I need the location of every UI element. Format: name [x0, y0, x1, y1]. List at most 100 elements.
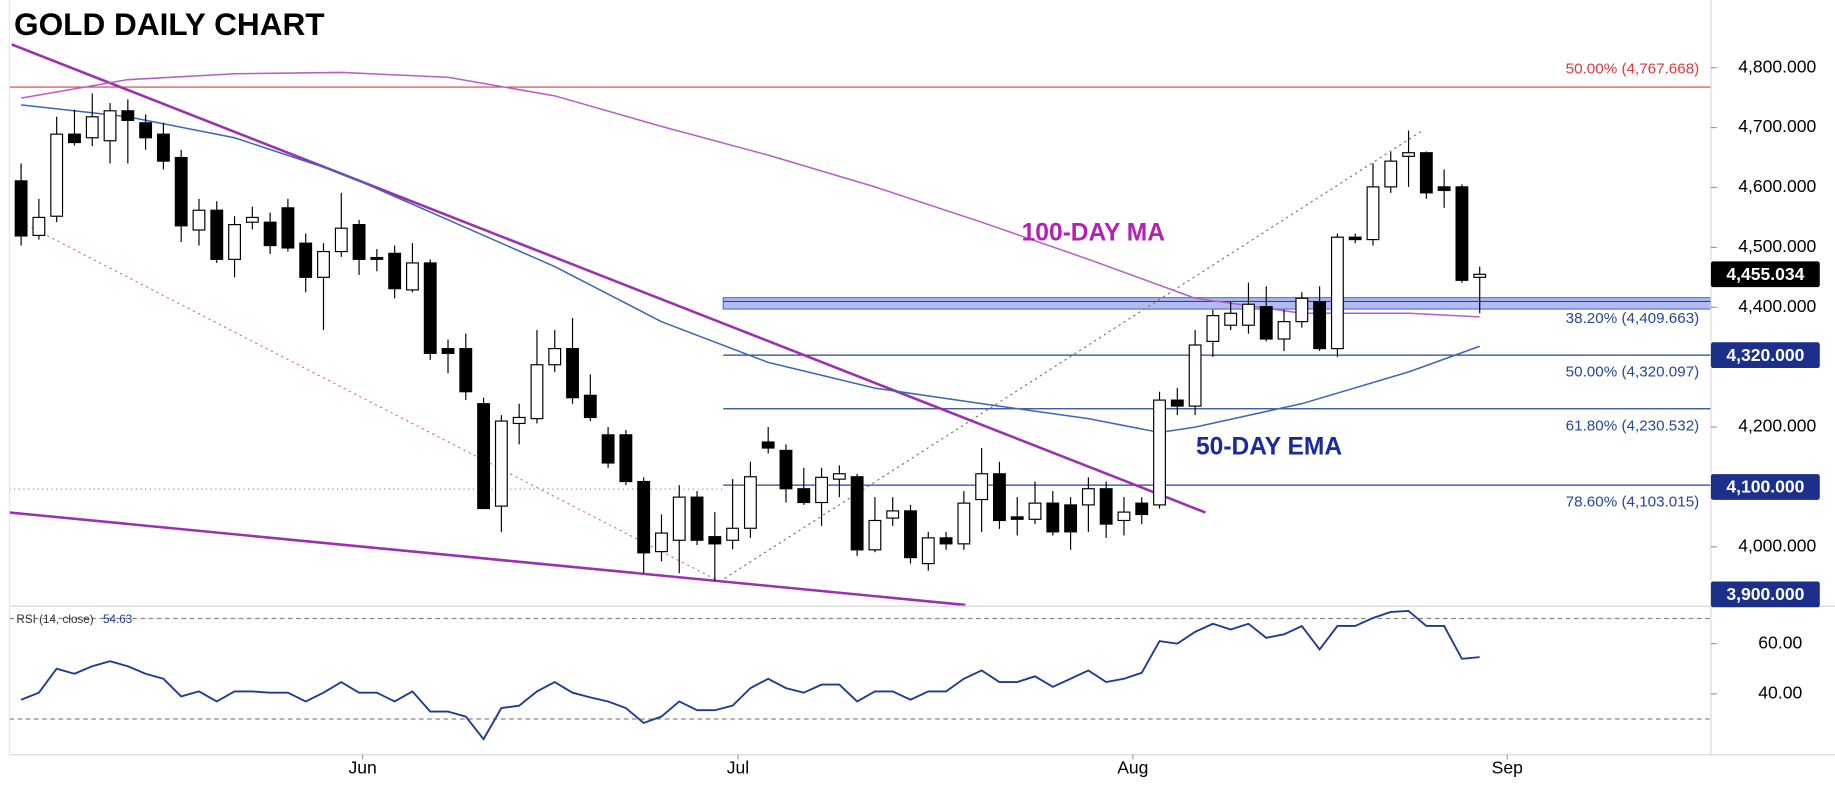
candle-body	[1437, 186, 1451, 192]
x-tick-label: Sep	[1492, 757, 1523, 777]
candle-body	[761, 441, 775, 449]
x-tick-label: Jun	[348, 757, 376, 777]
candle-body	[1170, 399, 1184, 407]
price-tag	[1710, 342, 1820, 369]
rsi-y-tick-label: 40.00	[1758, 683, 1802, 703]
rsi-y-tick-label: 60.00	[1758, 632, 1802, 652]
candle-body	[601, 434, 615, 464]
candle-body	[405, 262, 419, 291]
candle-body	[139, 122, 153, 139]
drawn-dotted-line	[20, 221, 720, 583]
series-label: 50-DAY EMA	[1196, 434, 1342, 461]
candle-body	[1277, 321, 1291, 340]
candle-body	[1117, 511, 1131, 522]
candle-body	[334, 227, 348, 253]
candle-body	[477, 403, 491, 510]
price-tag	[1710, 581, 1820, 608]
candle-body	[423, 262, 437, 354]
y-tick-label: 4,700.000	[1738, 116, 1816, 136]
candle-body	[1242, 303, 1255, 326]
candle-body	[743, 476, 757, 529]
candle-body	[1313, 301, 1327, 350]
rsi-line	[20, 609, 1480, 741]
candle-body	[1348, 236, 1362, 241]
y-tick-label: 4,600.000	[1738, 176, 1816, 196]
candle-body	[68, 133, 81, 144]
candle-body	[1259, 306, 1273, 340]
candle-body	[530, 364, 544, 420]
candle-body	[939, 537, 953, 545]
candle-body	[1366, 186, 1380, 241]
series-label: 100-DAY MA	[1022, 220, 1166, 247]
fib-label: 38.20% (4,409.663)	[1566, 310, 1700, 327]
candle-body	[388, 252, 402, 290]
candle-body	[352, 224, 366, 260]
candle-body	[637, 480, 651, 554]
candle-body	[992, 473, 1006, 522]
label-layer: 50.00% (4,767.668) 38.20% (4,409.663) 50.0…	[348, 56, 1820, 777]
price-tag-label: 4,100.000	[1726, 477, 1804, 497]
fib-label: 50.00% (4,767.668)	[1566, 61, 1700, 78]
candle-body	[1402, 152, 1415, 157]
price-tag-label: 4,455.034	[1726, 264, 1804, 284]
candle-body	[1046, 502, 1060, 533]
candle-body	[1419, 152, 1433, 194]
candle-body	[174, 156, 188, 227]
candle-body	[156, 133, 170, 162]
price-tag	[1710, 474, 1820, 500]
candle-body	[708, 536, 722, 545]
y-tick-label: 4,800.000	[1738, 56, 1816, 76]
y-tick-label: 4,500.000	[1738, 236, 1816, 256]
candle-body	[1473, 273, 1487, 278]
candle-body	[441, 348, 455, 354]
candle-body	[459, 348, 473, 393]
candle-body	[32, 216, 46, 236]
candle-body	[121, 110, 135, 121]
candle-body	[14, 180, 28, 237]
candle-body	[1384, 160, 1398, 188]
x-tick-label: Aug	[1117, 757, 1148, 777]
y-tick-label: 4,200.000	[1738, 416, 1816, 436]
candle-body	[317, 250, 330, 278]
candle-body	[370, 256, 384, 260]
candle-body	[797, 488, 811, 504]
price-tag-label: 3,900.000	[1726, 584, 1804, 604]
y-tick-label: 4,400.000	[1738, 296, 1816, 316]
candle-body	[210, 209, 224, 260]
candle-body	[228, 224, 241, 260]
moving-average-line	[20, 104, 1480, 434]
candle-body	[1153, 399, 1166, 506]
candle-body	[566, 348, 579, 399]
candle-body	[512, 416, 526, 425]
x-tick-label: Jul	[727, 757, 749, 777]
candle-body	[1206, 315, 1220, 342]
candle-body	[299, 242, 313, 278]
price-tag	[1710, 261, 1820, 288]
candle-body	[1455, 186, 1469, 281]
candle-body	[1028, 502, 1042, 520]
candle-body	[975, 473, 989, 501]
y-tick-label: 4,000.000	[1738, 535, 1816, 555]
candle-body	[245, 216, 259, 223]
candle-body	[921, 537, 935, 565]
candle-body	[1064, 504, 1078, 533]
candle-body	[672, 496, 686, 541]
candle-body	[548, 348, 562, 366]
rsi-legend-value: 54.63	[103, 613, 132, 626]
candle-body	[494, 420, 508, 507]
candle-body	[103, 110, 117, 142]
candle-body	[886, 510, 900, 519]
candle-body	[655, 532, 668, 553]
candle-body	[779, 449, 793, 490]
candle-body	[1188, 344, 1202, 407]
candle-body	[1099, 488, 1113, 525]
candle-body	[263, 221, 277, 247]
trend-line	[9, 511, 966, 607]
candle-body	[1135, 502, 1149, 516]
candle-body	[957, 502, 971, 545]
candle-body	[1330, 236, 1344, 350]
candle-body	[583, 394, 597, 419]
candle-body	[868, 519, 882, 551]
